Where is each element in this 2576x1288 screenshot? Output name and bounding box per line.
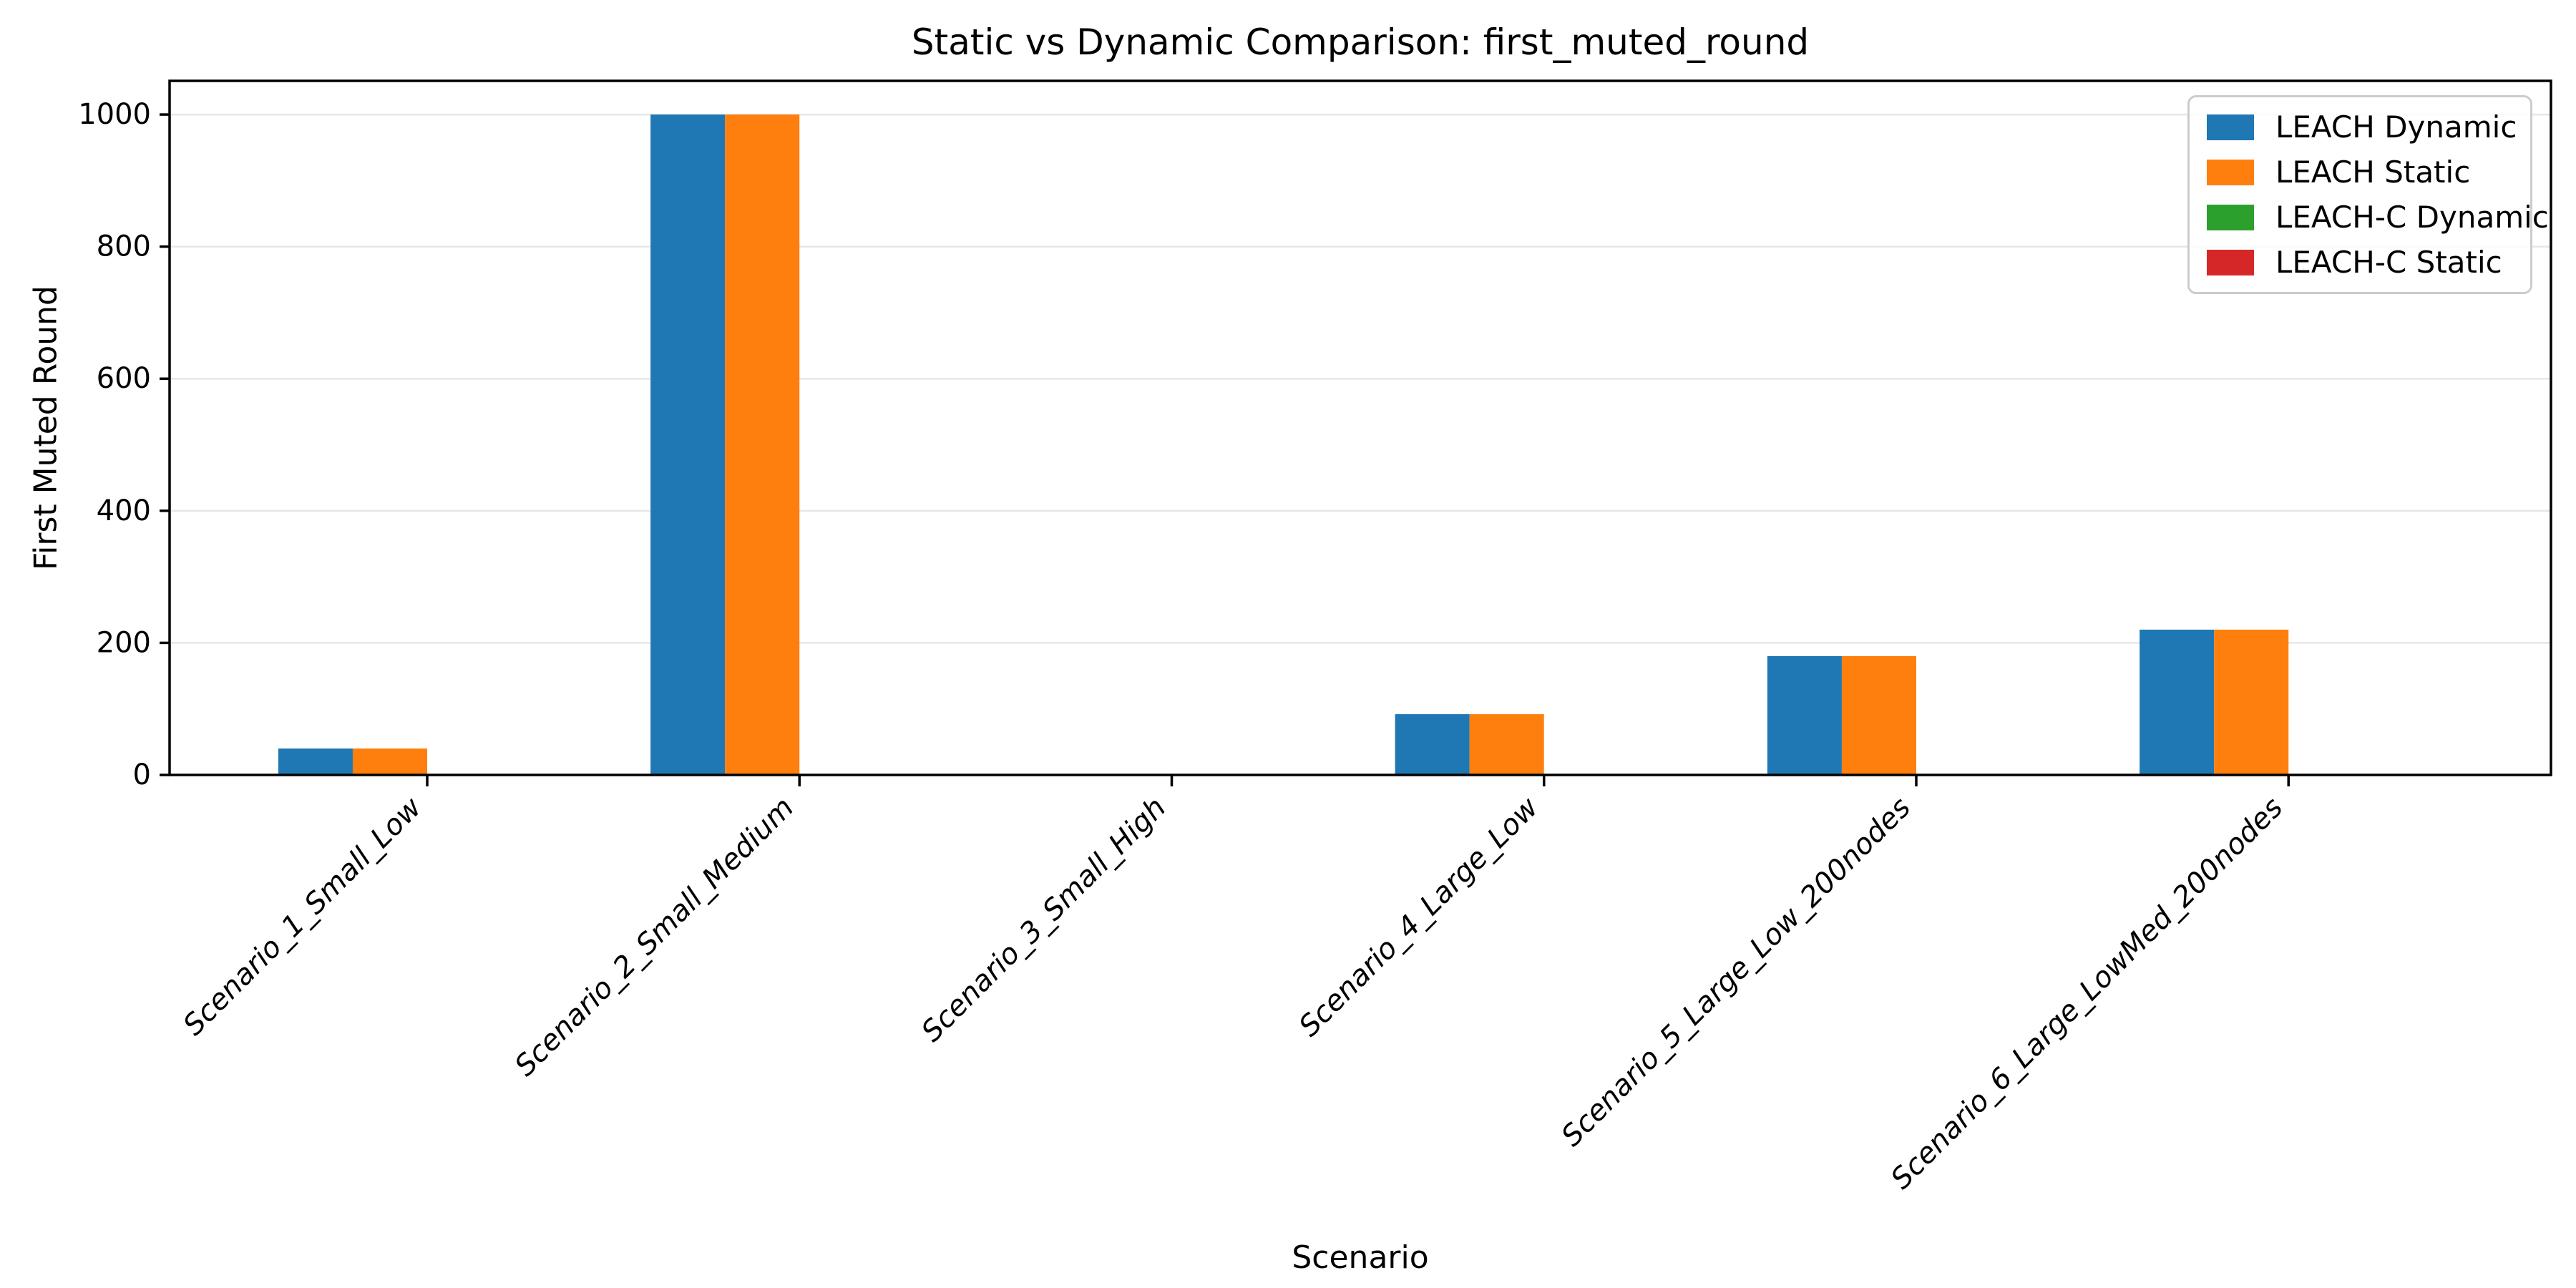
bar-leach-dynamic-cat4: [1395, 714, 1470, 775]
chart-title: Static vs Dynamic Comparison: first_mute…: [911, 21, 1810, 63]
legend-swatch-icon: [2207, 159, 2254, 185]
legend-label: LEACH-C Static: [2275, 244, 2502, 280]
y-tick-label-800: 800: [97, 230, 151, 263]
x-tick-label-3: Scenario_3_Small_High: [915, 791, 1172, 1048]
legend-label: LEACH Static: [2275, 154, 2471, 190]
bar-leach-static-cat5: [1841, 655, 1916, 775]
legend-entry-1: LEACH Dynamic: [2207, 112, 2530, 142]
x-tick-label-2: Scenario_2_Small_Medium: [509, 791, 801, 1083]
bar-leach-dynamic-cat5: [1767, 655, 1842, 775]
x-tick-label-1: Scenario_1_Small_Low: [177, 791, 428, 1042]
x-tick-label-4: Scenario_4_Large_Low: [1293, 791, 1545, 1043]
y-tick-label-1000: 1000: [78, 98, 151, 131]
y-tick-label-200: 200: [97, 626, 151, 659]
bar-leach-dynamic-cat1: [278, 748, 353, 775]
bar-leach-static-cat1: [352, 748, 428, 775]
x-tick-label-6: Scenario_6_Large_LowMed_200nodes: [1885, 791, 2289, 1196]
legend-swatch-icon: [2207, 204, 2254, 230]
legend: LEACH Dynamic LEACH Static LEACH-C Dynamic…: [2187, 95, 2549, 294]
legend-entry-2: LEACH Static: [2207, 157, 2530, 187]
bar-leach-static-cat2: [725, 114, 800, 775]
legend-label: LEACH-C Dynamic: [2275, 199, 2549, 235]
legend-entry-4: LEACH-C Static: [2207, 244, 2530, 280]
legend-label: LEACH Dynamic: [2275, 109, 2517, 145]
bar-leach-dynamic-cat6: [2140, 629, 2215, 775]
x-tick-label-5: Scenario_5_Large_Low_200nodes: [1555, 791, 1917, 1153]
bar-leach-static-cat4: [1469, 714, 1544, 775]
legend-swatch-icon: [2207, 249, 2254, 275]
x-axis-label: Scenario: [1292, 1239, 1429, 1276]
y-axis-label: First Muted Round: [27, 286, 64, 570]
axes-spines: [168, 79, 2552, 776]
y-tick-label-600: 600: [97, 362, 151, 395]
y-tick-label-400: 400: [97, 494, 151, 527]
bar-leach-dynamic-cat2: [650, 114, 726, 775]
legend-entry-3: LEACH-C Dynamic: [2207, 202, 2549, 233]
bar-leach-static-cat6: [2214, 629, 2289, 775]
y-tick-label-0: 0: [133, 758, 151, 791]
legend-swatch-icon: [2207, 114, 2254, 140]
